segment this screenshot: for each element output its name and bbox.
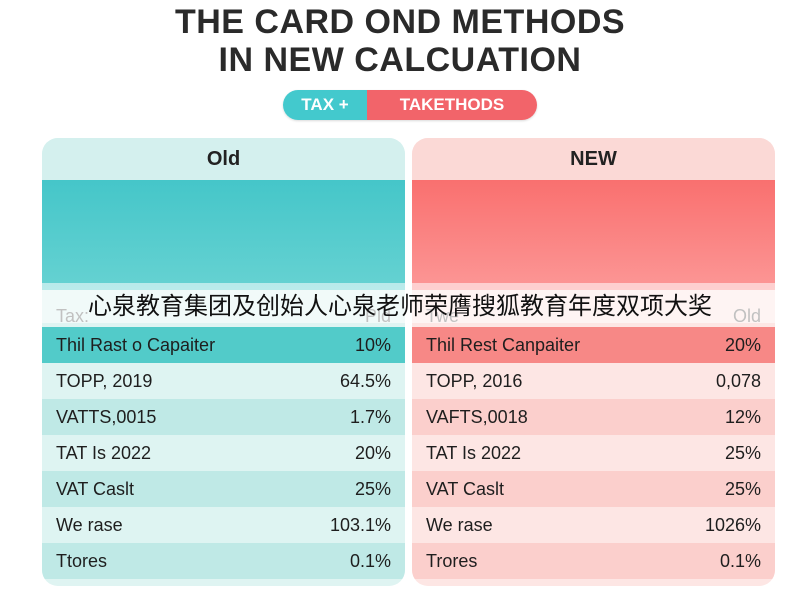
table-row: Trores 0.1% — [412, 543, 775, 579]
row-label: TAT Is 2022 — [56, 442, 152, 463]
row-label: We rase — [56, 514, 123, 535]
table-row: VAFTS,0018 12% — [412, 399, 775, 435]
table-row: VAT Caslt 25% — [412, 471, 775, 507]
row-value: 1026% — [704, 514, 761, 535]
overlay-caption: 心泉教育集团及创始人心泉老师荣膺搜狐教育年度双项大奖 — [0, 283, 800, 323]
old-panel-header: Old — [42, 138, 405, 180]
table-row: TOPP, 2019 64.5% — [42, 363, 405, 399]
row-value: 64.5% — [339, 370, 391, 391]
category-pill: TAX + TAKETHODS — [283, 90, 537, 120]
table-row: VAT Caslt 25% — [42, 471, 405, 507]
table-row: We rase 103.1% — [42, 507, 405, 543]
row-value: 20% — [354, 442, 391, 463]
row-value: 0,078 — [715, 370, 761, 391]
row-value: 103.1% — [329, 514, 391, 535]
table-row: Thil Rast o Capaiter 10% — [42, 327, 405, 363]
pill-tax-label: TAX + — [283, 90, 367, 120]
new-panel: NEW Twe Old Thil Rest Canpaiter 20% TOPP… — [412, 138, 775, 586]
row-value: 12% — [724, 406, 761, 427]
row-value: 20% — [724, 334, 761, 355]
old-table: Tax: Pld Thil Rast o Capaiter 10% TOPP, … — [42, 305, 405, 579]
row-label: TAT Is 2022 — [426, 442, 522, 463]
row-label: TOPP, 2019 — [56, 370, 153, 391]
row-value: 25% — [354, 478, 391, 499]
row-value: 25% — [724, 478, 761, 499]
old-panel: Old Tax: Pld Thil Rast o Capaiter 10% TO… — [42, 138, 405, 586]
table-row: Ttores 0.1% — [42, 543, 405, 579]
row-value: 10% — [354, 334, 391, 355]
row-label: VAFTS,0018 — [426, 406, 528, 427]
row-label: We rase — [426, 514, 493, 535]
old-panel-banner — [42, 180, 405, 290]
table-row: We rase 1026% — [412, 507, 775, 543]
new-panel-header: NEW — [412, 138, 775, 180]
row-value: 25% — [724, 442, 761, 463]
row-label: TOPP, 2016 — [426, 370, 523, 391]
table-row: TOPP, 2016 0,078 — [412, 363, 775, 399]
table-row: VATTS,0015 1.7% — [42, 399, 405, 435]
title-line-1: THE CARD OND METHODS — [174, 3, 626, 41]
table-row: TAT Is 2022 20% — [42, 435, 405, 471]
table-row: TAT Is 2022 25% — [412, 435, 775, 471]
row-label: Thil Rest Canpaiter — [426, 334, 581, 355]
pill-methods-label: TAKETHODS — [367, 90, 537, 120]
title-line-2: IN NEW CALCUATION — [218, 41, 582, 79]
row-label: VAT Caslt — [426, 478, 505, 499]
row-label: Thil Rast o Capaiter — [56, 334, 216, 355]
table-row: Thil Rest Canpaiter 20% — [412, 327, 775, 363]
row-label: Trores — [426, 550, 478, 571]
row-value: 1.7% — [349, 406, 391, 427]
row-label: VAT Caslt — [56, 478, 135, 499]
new-table: Twe Old Thil Rest Canpaiter 20% TOPP, 20… — [412, 305, 775, 579]
row-label: Ttores — [56, 550, 108, 571]
row-value: 0.1% — [349, 550, 391, 571]
row-label: VATTS,0015 — [56, 406, 157, 427]
row-value: 0.1% — [719, 550, 761, 571]
new-panel-banner — [412, 180, 775, 290]
